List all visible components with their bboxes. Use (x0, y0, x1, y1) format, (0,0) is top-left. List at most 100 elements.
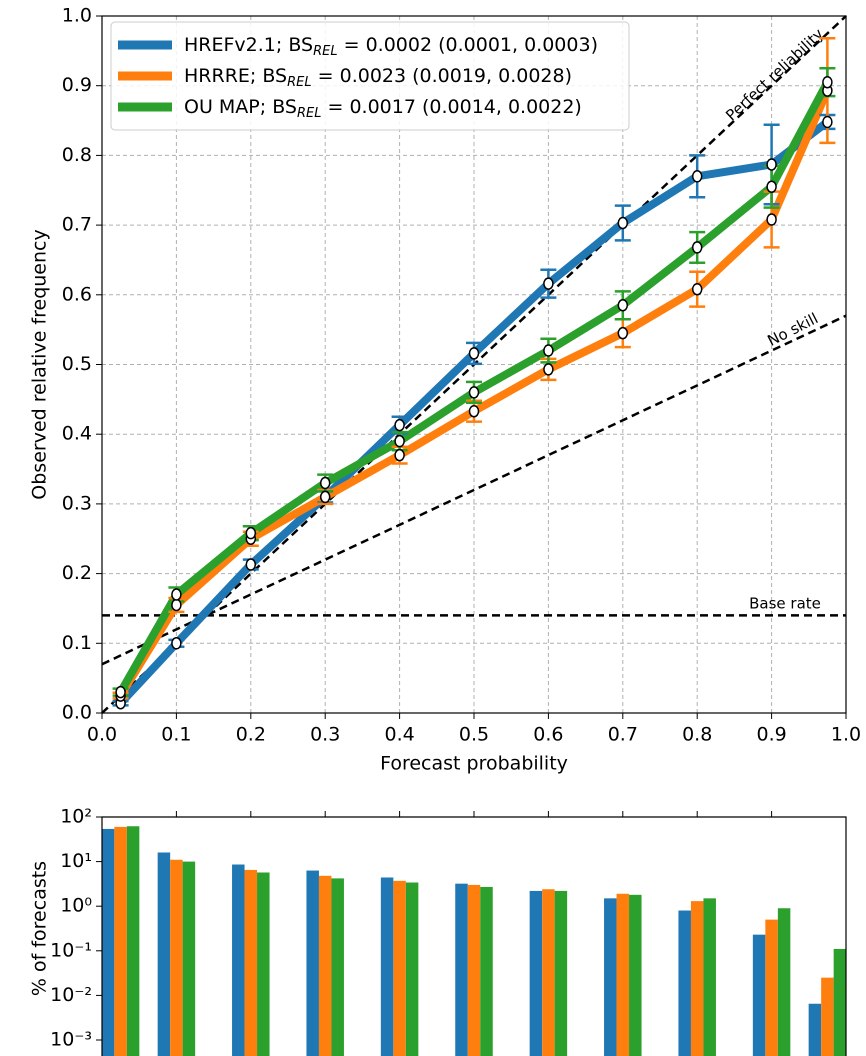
bar (114, 826, 127, 1056)
bar (318, 875, 332, 1056)
bar (554, 890, 568, 1056)
marker (245, 526, 257, 540)
bar (232, 864, 245, 1056)
legend-label: OU MAP; BSREL = 0.0017 (0.0014, 0.0022) (184, 96, 582, 121)
legend-label-part: HRRRE; BS (184, 65, 287, 87)
bar (765, 919, 778, 1056)
marker (394, 448, 405, 462)
bar (455, 883, 468, 1056)
marker (617, 326, 629, 340)
x-axis-label: Forecast probability (380, 753, 568, 775)
reference-label: Base rate (749, 595, 821, 613)
y-tick-label: 0.1 (62, 632, 92, 654)
legend-label-part: = 0.0002 (0.0001, 0.0003) (338, 34, 598, 56)
marker (617, 299, 629, 312)
y-tick-label: 0.6 (62, 283, 92, 305)
legend-label-part: = 0.0023 (0.0019, 0.0028) (312, 65, 572, 87)
legend-label-part: REL (313, 44, 338, 59)
x-tick-label: 1.0 (831, 724, 861, 746)
marker (691, 241, 703, 254)
bar (480, 886, 493, 1056)
legend-box (110, 21, 630, 131)
marker (468, 386, 480, 399)
y-tick-label: 0.9 (62, 74, 92, 96)
bar (808, 1003, 822, 1056)
y-tick-label: 10⁻² (50, 984, 92, 1006)
bar (331, 878, 344, 1056)
y-tick-label: 10⁻¹ (50, 939, 92, 961)
legend-label: HREFv2.1; BSREL = 0.0002 (0.0001, 0.0003… (184, 34, 598, 59)
legend-label-part: REL (297, 106, 322, 121)
x-tick-label: 0.2 (236, 724, 266, 746)
bar (306, 870, 319, 1056)
x-tick-label: 0.9 (756, 724, 786, 746)
marker (115, 685, 126, 699)
marker (766, 180, 777, 194)
bar (777, 908, 791, 1056)
bar (101, 828, 115, 1056)
bar (157, 852, 171, 1056)
marker (766, 213, 777, 226)
y-tick-label: 0.5 (62, 353, 92, 375)
x-tick-label: 0.5 (459, 724, 489, 746)
y-tick-label: 0.4 (62, 423, 92, 445)
bar (529, 890, 543, 1056)
reference-line (101, 314, 847, 666)
y-tick-label: 10⁻³ (50, 1029, 92, 1051)
legend-label: HRRRE; BSREL = 0.0023 (0.0019, 0.0028) (184, 65, 572, 90)
bar (752, 934, 766, 1056)
bar (405, 882, 419, 1056)
bar (467, 884, 481, 1056)
marker (394, 418, 405, 432)
bar (629, 894, 642, 1056)
marker (543, 277, 554, 290)
x-tick-label: 0.6 (533, 724, 563, 746)
bar (690, 901, 704, 1056)
bar (393, 880, 406, 1056)
legend-label-part: = 0.0017 (0.0014, 0.0022) (321, 96, 581, 118)
plot-frame (101, 816, 847, 1056)
y-tick-label: 0.0 (62, 702, 92, 724)
marker (468, 347, 480, 360)
legend-label-part: OU MAP; BS (184, 96, 297, 118)
bar (678, 910, 691, 1056)
x-tick-label: 0.0 (87, 724, 117, 746)
x-tick-label: 0.7 (608, 724, 638, 746)
bar (380, 877, 394, 1056)
marker (319, 476, 331, 490)
marker (394, 434, 405, 448)
y-tick-label: 0.7 (62, 214, 92, 236)
y-tick-label: 10⁰ (60, 895, 92, 917)
bar (833, 948, 847, 1056)
marker (171, 637, 182, 650)
y-tick-label: 1.0 (62, 5, 92, 27)
marker (319, 490, 331, 504)
marker (543, 344, 554, 357)
marker (468, 404, 480, 418)
bar (542, 889, 555, 1056)
bar (126, 826, 140, 1056)
bar (182, 861, 196, 1056)
y-tick-label: 10² (60, 806, 92, 828)
marker (691, 282, 703, 296)
bar (703, 898, 716, 1056)
legend-label-part: REL (287, 75, 312, 90)
y-axis-label: % of forecasts (29, 861, 51, 996)
marker (171, 588, 182, 601)
marker (822, 75, 833, 89)
y-tick-label: 0.3 (62, 492, 92, 514)
x-tick-label: 0.4 (384, 724, 414, 746)
y-tick-label: 0.8 (62, 144, 92, 166)
bar (257, 872, 270, 1056)
x-tick-label: 0.1 (161, 724, 191, 746)
marker (245, 558, 257, 571)
marker (543, 363, 554, 376)
y-tick-label: 0.2 (62, 562, 92, 584)
plot-frame (101, 15, 847, 714)
marker (822, 115, 833, 129)
marker (171, 598, 182, 612)
bar (170, 859, 183, 1056)
reference-label: No skill (765, 309, 821, 350)
